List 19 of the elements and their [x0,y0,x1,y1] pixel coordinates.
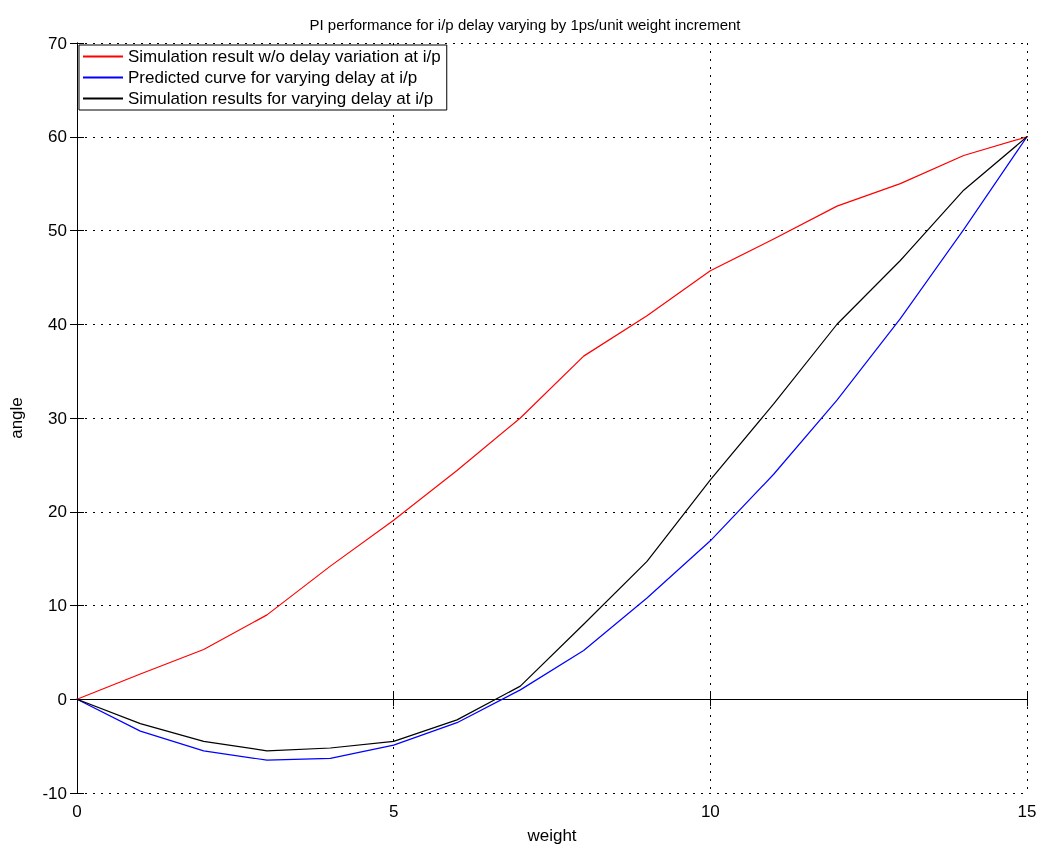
legend-label: Simulation results for varying delay at i/p [128,89,434,108]
x-tick-label: 5 [388,802,399,821]
y-tick-label: 10 [48,596,67,615]
y-tick-label: -10 [42,783,67,803]
x-axis-title: weight [526,826,577,845]
y-tick-label: 50 [48,221,67,240]
y-tick-label: 20 [48,502,67,522]
y-tick-label: 0 [57,689,67,709]
y-tick-label: 40 [48,314,67,334]
y-tick-label: 30 [48,408,67,428]
x-tick-label: 10 [700,802,720,821]
legend-label: Simulation result w/o delay variation at i/p [128,47,441,66]
legend-label: Predicted curve for varying delay at i/p [128,68,418,87]
y-axis-title: angle [7,397,26,439]
y-tick-label: 70 [48,33,67,53]
x-tick-label: 0 [72,802,82,821]
y-tick-label: 60 [48,127,67,147]
chart-title: PI performance for i/p delay varying by 1ps/unit weight increment [309,16,742,33]
x-tick-label: 15 [1017,802,1037,821]
